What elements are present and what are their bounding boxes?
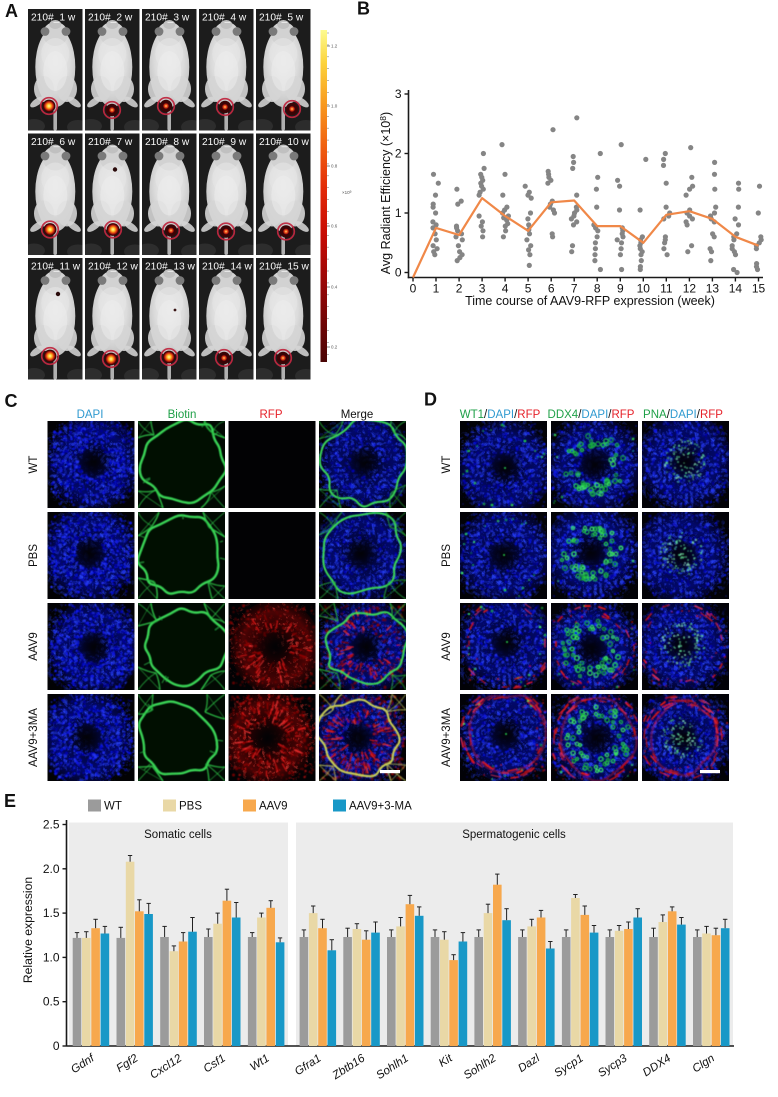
svg-text:AAV9+3-MA: AAV9+3-MA — [349, 801, 412, 813]
svg-text:210#_1 w: 210#_1 w — [31, 13, 76, 24]
svg-text:10: 10 — [637, 282, 651, 296]
svg-text:PBS: PBS — [28, 544, 40, 567]
svg-text:0: 0 — [395, 266, 402, 280]
svg-text:E: E — [4, 791, 16, 811]
svg-text:12: 12 — [683, 282, 697, 296]
svg-text:210#_10 w: 210#_10 w — [259, 137, 309, 148]
svg-text:210#_15 w: 210#_15 w — [259, 262, 309, 273]
svg-text:0.4: 0.4 — [331, 285, 338, 290]
svg-text:WT: WT — [28, 456, 40, 474]
svg-text:210#_5 w: 210#_5 w — [259, 13, 304, 24]
svg-text:1.0: 1.0 — [331, 104, 338, 109]
svg-text:2: 2 — [456, 282, 463, 296]
svg-text:WT1/DAPI/RFP: WT1/DAPI/RFP — [460, 409, 541, 421]
svg-text:DAPI: DAPI — [77, 409, 104, 421]
svg-text:WT: WT — [104, 801, 122, 813]
svg-text:0: 0 — [410, 282, 417, 296]
svg-text:D: D — [424, 390, 437, 410]
svg-text:0: 0 — [53, 1039, 60, 1053]
svg-text:C: C — [5, 391, 18, 411]
svg-text:AAV9: AAV9 — [28, 632, 40, 661]
svg-text:Relative expression: Relative expression — [21, 877, 35, 983]
svg-text:210#_11 w: 210#_11 w — [31, 262, 81, 273]
svg-text:×109: ×109 — [342, 190, 352, 195]
svg-text:9: 9 — [617, 282, 624, 296]
svg-text:210#_4 w: 210#_4 w — [202, 13, 247, 24]
svg-text:A: A — [5, 1, 18, 21]
svg-text:DDX4/DAPI/RFP: DDX4/DAPI/RFP — [548, 409, 635, 421]
svg-text:3: 3 — [479, 282, 486, 296]
svg-text:13: 13 — [706, 282, 720, 296]
svg-text:210#_3 w: 210#_3 w — [145, 13, 190, 24]
svg-text:210#_14 w: 210#_14 w — [202, 262, 252, 273]
svg-text:Spermatogenic cells: Spermatogenic cells — [462, 829, 566, 841]
svg-text:PNA/DAPI/RFP: PNA/DAPI/RFP — [643, 409, 723, 421]
svg-text:0.8: 0.8 — [331, 164, 338, 169]
svg-text:Merge: Merge — [341, 409, 374, 421]
svg-text:1: 1 — [395, 206, 402, 220]
svg-text:1.2: 1.2 — [331, 44, 338, 49]
svg-text:5: 5 — [525, 282, 532, 296]
svg-text:AAV9: AAV9 — [441, 632, 453, 661]
svg-text:WT: WT — [441, 456, 453, 474]
svg-text:11: 11 — [660, 282, 673, 296]
svg-text:8: 8 — [594, 282, 601, 296]
svg-text:0.5: 0.5 — [43, 995, 60, 1009]
svg-text:AAV9+3MA: AAV9+3MA — [28, 708, 40, 767]
svg-text:B: B — [357, 0, 370, 19]
svg-text:0.6: 0.6 — [331, 224, 338, 229]
svg-text:AAV9: AAV9 — [259, 801, 288, 813]
svg-text:2.5: 2.5 — [43, 818, 60, 832]
svg-text:210#_7 w: 210#_7 w — [88, 137, 133, 148]
svg-text:15: 15 — [752, 282, 766, 296]
svg-text:210#_6 w: 210#_6 w — [31, 137, 76, 148]
svg-text:7: 7 — [571, 282, 578, 296]
svg-text:14: 14 — [729, 282, 743, 296]
svg-text:RFP: RFP — [260, 409, 283, 421]
svg-text:PBS: PBS — [179, 801, 202, 813]
svg-text:1.0: 1.0 — [43, 950, 60, 964]
svg-text:210#_12 w: 210#_12 w — [88, 262, 138, 273]
svg-text:0.2: 0.2 — [331, 345, 338, 350]
svg-text:2: 2 — [395, 147, 402, 161]
svg-text:210#_9 w: 210#_9 w — [202, 137, 247, 148]
svg-text:4: 4 — [502, 282, 509, 296]
svg-text:Biotin: Biotin — [168, 409, 197, 421]
svg-text:AAV9+3MA: AAV9+3MA — [441, 708, 453, 767]
svg-text:210#_2 w: 210#_2 w — [88, 13, 133, 24]
svg-text:1.5: 1.5 — [43, 906, 60, 920]
svg-text:Somatic cells: Somatic cells — [144, 829, 212, 841]
svg-text:6: 6 — [548, 282, 555, 296]
svg-text:210#_8 w: 210#_8 w — [145, 137, 190, 148]
svg-text:PBS: PBS — [441, 544, 453, 567]
svg-text:2.0: 2.0 — [43, 862, 60, 876]
svg-text:210#_13 w: 210#_13 w — [145, 262, 195, 273]
svg-text:1: 1 — [433, 282, 440, 296]
svg-text:3: 3 — [395, 87, 402, 101]
svg-text:Time course of AAV9-RFP expres: Time course of AAV9-RFP expression (week… — [465, 294, 715, 308]
svg-text:Avg Radiant Efficiency (×108): Avg Radiant Efficiency (×108) — [378, 112, 393, 274]
